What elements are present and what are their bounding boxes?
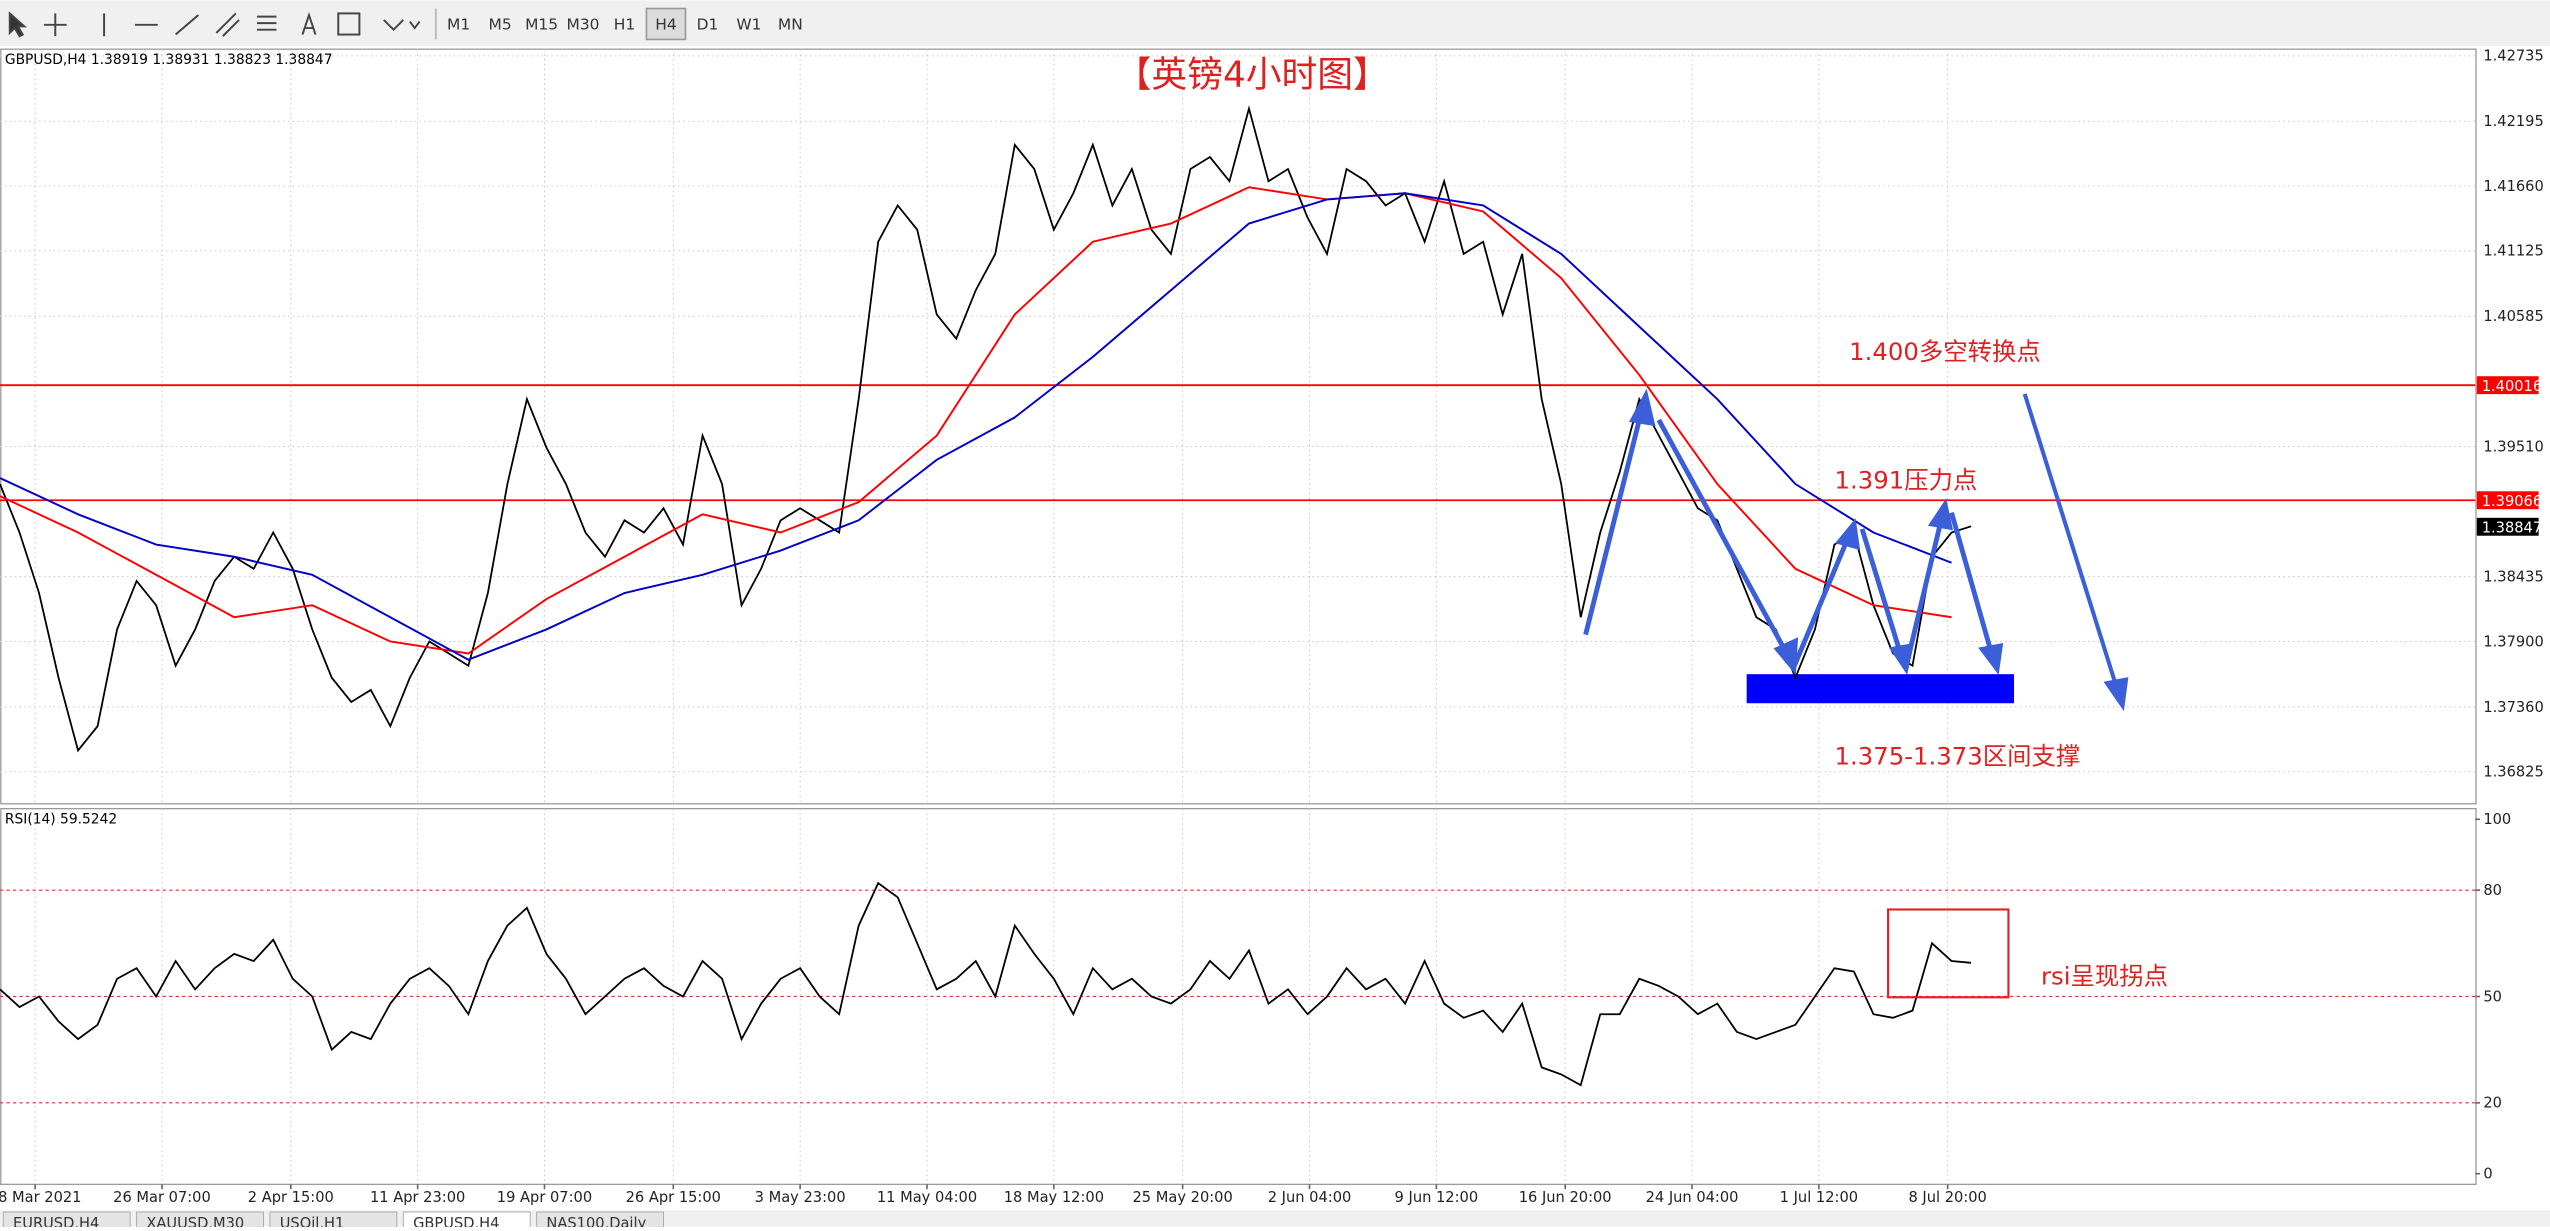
- fibo-tool[interactable]: [256, 15, 277, 31]
- drawing-tools[interactable]: [8, 8, 437, 40]
- series-line: [0, 186, 1952, 655]
- tab[interactable]: [536, 1211, 665, 1231]
- tab-label[interactable]: GBPUSD,H4: [413, 1215, 499, 1231]
- arrow-head: [2103, 677, 2129, 712]
- x-tick-label: 2 Apr 15:00: [248, 1189, 334, 1206]
- panel-frame: [0, 48, 2477, 805]
- price-label-bg: [2476, 517, 2539, 536]
- y-tick-label: 1.42735: [2483, 48, 2543, 65]
- trendline-tool[interactable]: [175, 14, 200, 36]
- cursor-tool[interactable]: [8, 11, 27, 38]
- wave-arrow: [1791, 534, 1852, 669]
- x-tick-label: 26 Apr 15:00: [626, 1189, 721, 1206]
- y-tick-label: 100: [2483, 811, 2511, 828]
- crosshair-tool[interactable]: [43, 13, 67, 37]
- x-tick-label: 18 Mar 2021: [0, 1189, 81, 1206]
- period-button[interactable]: MN: [778, 16, 803, 34]
- arrow-head: [1629, 388, 1656, 427]
- x-tick-label: 11 Apr 23:00: [370, 1189, 465, 1206]
- tab-label[interactable]: USOil,H1: [280, 1215, 345, 1231]
- period-button[interactable]: M30: [567, 16, 600, 34]
- y-tick-label: 1.42195: [2483, 113, 2543, 130]
- period-active: [645, 7, 687, 41]
- tab[interactable]: [136, 1211, 264, 1231]
- tab[interactable]: [2, 1211, 131, 1231]
- y-tick-label: 1.40585: [2483, 308, 2543, 325]
- wave-arrow: [1949, 512, 1995, 657]
- y-tick-label: 1.37900: [2483, 633, 2543, 650]
- series-line: [0, 881, 1972, 1087]
- toolbar: [0, 0, 2550, 46]
- y-tick-label: 1.39510: [2483, 438, 2543, 455]
- x-tick-label: 25 May 20:00: [1133, 1189, 1233, 1206]
- y-tick-label: 50: [2483, 988, 2502, 1005]
- user-drawings: [1583, 388, 2129, 999]
- arrow-head: [1927, 498, 1954, 531]
- arrow-head: [1835, 518, 1861, 551]
- wave-arrow: [1656, 418, 1792, 659]
- x-tick-label: 3 May 23:00: [755, 1189, 846, 1206]
- x-tick-label: 24 Jun 04:00: [1646, 1189, 1739, 1206]
- annotation: 1.375-1.373区间支撑: [1834, 742, 2080, 771]
- tab-label[interactable]: EURUSD,H4: [13, 1215, 99, 1231]
- x-tick-label: 8 Jul 20:00: [1908, 1189, 1986, 1206]
- tab[interactable]: [402, 1211, 531, 1231]
- support-zone: [1746, 674, 2015, 704]
- y-tick-label: 1.37360: [2483, 699, 2543, 716]
- y-tick-label: 1.41660: [2483, 178, 2543, 195]
- x-tick-label: 11 May 04:00: [877, 1189, 977, 1206]
- rsi-highlight-box: [1887, 908, 2010, 999]
- price-label: 1.38847: [2482, 519, 2542, 536]
- panel-header: RSI(14) 59.5242: [5, 811, 117, 827]
- price-label: 1.40016: [2482, 378, 2542, 395]
- y-tick-label: 20: [2483, 1095, 2502, 1112]
- wave-arrow: [1859, 528, 1904, 657]
- arrow-head: [1978, 643, 2004, 675]
- y-tick-label: 0: [2483, 1166, 2492, 1183]
- period-button[interactable]: M1: [447, 16, 470, 34]
- x-tick-label: 16 Jun 20:00: [1519, 1189, 1612, 1206]
- x-tick-label: 9 Jun 12:00: [1395, 1189, 1479, 1206]
- period-button[interactable]: H4: [655, 16, 676, 34]
- tab[interactable]: [269, 1211, 398, 1231]
- x-tick-label: 2 Jun 04:00: [1268, 1189, 1352, 1206]
- y-tick-label: 1.36825: [2483, 764, 2543, 781]
- y-tick-label: 1.41125: [2483, 243, 2543, 260]
- forecast-arrow: [2022, 393, 2120, 691]
- x-tick-label: 19 Apr 07:00: [497, 1189, 592, 1206]
- period-button[interactable]: H1: [614, 16, 635, 34]
- x-tick-label: 1 Jul 12:00: [1780, 1189, 1858, 1206]
- wave-arrow: [1583, 406, 1645, 636]
- period-button[interactable]: D1: [697, 16, 719, 34]
- series-line: [0, 192, 1952, 661]
- period-button[interactable]: M15: [525, 16, 558, 34]
- tab-label[interactable]: XAUUSD,M30: [146, 1215, 244, 1231]
- label-tool[interactable]: [337, 12, 361, 36]
- chart-title: 【英镑4小时图】: [1116, 55, 1389, 96]
- arrow-head: [1773, 637, 1799, 676]
- x-tick-label: 18 May 12:00: [1004, 1189, 1104, 1206]
- y-tick-label: 80: [2483, 882, 2502, 899]
- x-tick-label: 26 Mar 07:00: [113, 1189, 211, 1206]
- period-button[interactable]: W1: [736, 16, 761, 34]
- channel-tool[interactable]: [215, 12, 240, 37]
- text-tool[interactable]: [301, 11, 317, 35]
- annotation: 1.391压力点: [1834, 465, 1977, 494]
- price-label-bg: [2476, 491, 2539, 510]
- wave-arrow: [1903, 516, 1945, 668]
- annotation: rsi呈现拐点: [2041, 961, 2168, 990]
- tab-label[interactable]: NAS100,Daily: [546, 1215, 646, 1231]
- price-label: 1.39066: [2482, 493, 2542, 510]
- period-button[interactable]: M5: [489, 16, 512, 34]
- panel-header: GBPUSD,H4 1.38919 1.38931 1.38823 1.3884…: [5, 52, 333, 68]
- arrow-tool[interactable]: [383, 19, 421, 32]
- annotation: 1.400多空转换点: [1849, 337, 2041, 366]
- y-tick-label: 1.38435: [2483, 569, 2543, 586]
- price-label-bg: [2476, 376, 2539, 395]
